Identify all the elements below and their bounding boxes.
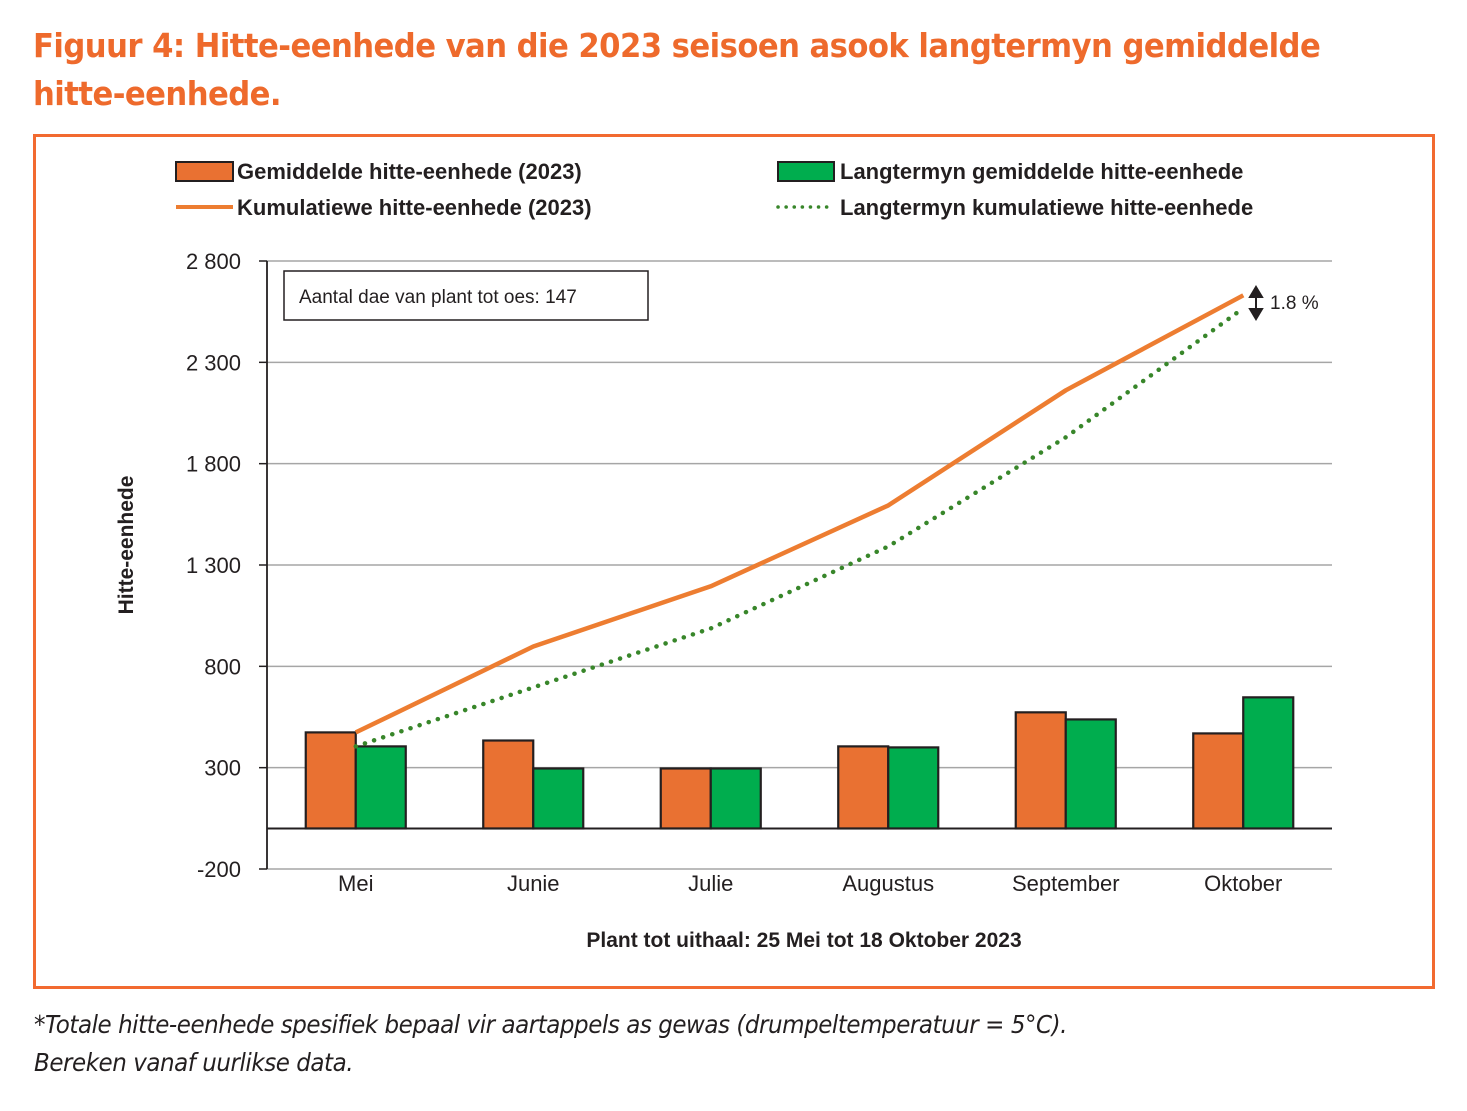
- info-box: Aantal dae van plant tot oes: 147: [283, 270, 649, 321]
- x-axis-labels: Mei Junie Julie Augustus September Oktober: [338, 871, 1282, 896]
- lines: [353, 293, 1246, 749]
- bar-2023: [659, 767, 712, 830]
- bar-longterm: [1242, 696, 1295, 830]
- difference-label: 1.8 %: [1270, 293, 1319, 314]
- x-axis-title: Plant tot uithaal: 25 Mei tot 18 Oktober…: [586, 929, 1021, 952]
- y-tick-label: 1 800: [186, 452, 241, 477]
- legend-label-line-lt: Langtermyn kumulatiewe hitte-eenhede: [840, 195, 1253, 220]
- difference-annotation: 1.8 %: [1248, 285, 1319, 321]
- footnote-line-1: *Totale hitte-eenhede spesifiek bepaal v…: [34, 1010, 1068, 1039]
- chart-frame: [33, 134, 1435, 989]
- line-longterm-cumulative: [353, 305, 1246, 749]
- line-2023-cumulative: [354, 293, 1245, 735]
- x-tick-label: Augustus: [842, 871, 934, 896]
- y-axis: -200 300 800 1 300 1 800 2 300 2 800: [186, 249, 268, 882]
- footnote: *Totale hitte-eenhede spesifiek bepaal v…: [34, 1006, 1340, 1082]
- y-tick-label: -200: [197, 857, 241, 882]
- x-tick-label: Julie: [688, 871, 733, 896]
- bar-2023: [1014, 711, 1067, 830]
- legend: Gemiddelde hitte-eenhede (2023) Langterm…: [175, 159, 1253, 220]
- bar-longterm: [887, 746, 940, 830]
- y-tick-label: 1 300: [186, 553, 241, 578]
- info-box-text: Aantal dae van plant tot oes: 147: [299, 287, 577, 308]
- footnote-line-2: Bereken vanaf uurlikse data.: [34, 1048, 354, 1077]
- chart: -200 300 800 1 300 1 800 2 300 2 800 Mei Junie J…: [115, 159, 1332, 952]
- x-tick-label: September: [1012, 871, 1120, 896]
- bar-longterm: [709, 767, 762, 830]
- y-tick-label: 300: [204, 756, 241, 781]
- y-axis-title: Hitte-eenhede: [115, 476, 138, 615]
- x-tick-label: Mei: [338, 871, 373, 896]
- bar-2023: [482, 739, 535, 830]
- bar-2023: [837, 745, 890, 830]
- legend-label-bar-2023: Gemiddelde hitte-eenhede (2023): [237, 159, 582, 184]
- bar-2023: [1192, 732, 1245, 830]
- figure-title: Figuur 4: Hitte-eenhede van die 2023 sei…: [33, 26, 1321, 113]
- legend-label-line-2023: Kumulatiewe hitte-eenhede (2023): [237, 195, 592, 220]
- y-tick-label: 2 300: [186, 350, 241, 375]
- gridlines: [267, 260, 1332, 870]
- bar-longterm: [532, 767, 585, 830]
- legend-swatch-bar-2023: [175, 161, 234, 182]
- y-tick-label: 800: [204, 654, 241, 679]
- x-tick-label: Junie: [507, 871, 560, 896]
- legend-swatch-bar-lt: [777, 161, 835, 182]
- bar-2023: [304, 731, 357, 830]
- y-tick-label: 2 800: [186, 249, 241, 274]
- x-tick-label: Oktober: [1204, 871, 1282, 896]
- bars: [304, 696, 1295, 830]
- double-arrow-icon: [1248, 285, 1264, 321]
- bar-longterm: [354, 745, 407, 830]
- legend-label-bar-lt: Langtermyn gemiddelde hitte-eenhede: [840, 159, 1243, 184]
- bar-longterm: [1064, 718, 1117, 830]
